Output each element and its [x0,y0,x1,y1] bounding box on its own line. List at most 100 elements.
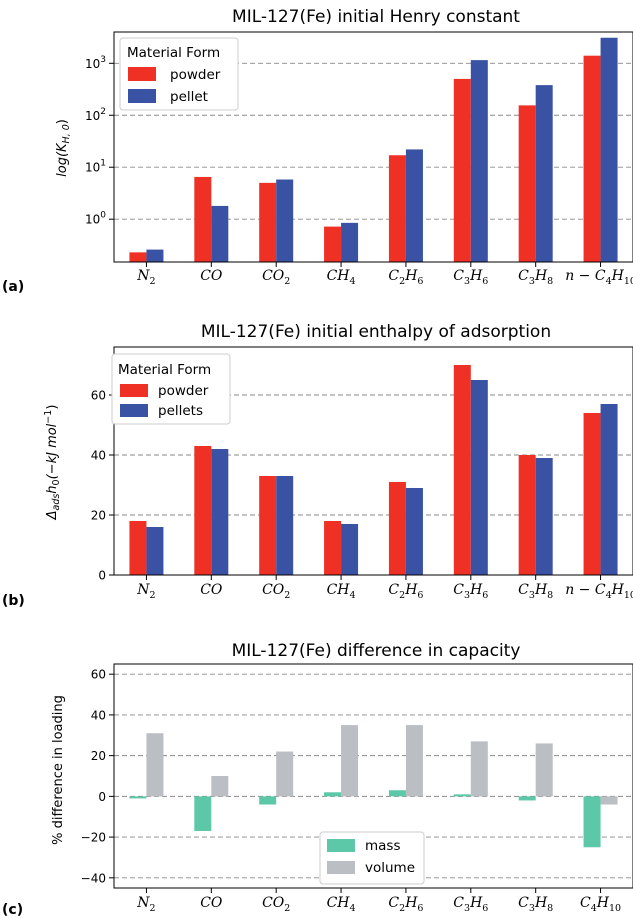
bar-powder-C3H8 [518,105,536,262]
chart-a-xticks: N2 CO CO2 CH4 C2H6 C3H6 C3H8 n − C4H10 [136,262,633,287]
chart-b-legend-label-pellets: pellets [158,403,203,419]
chart-a-legend-swatch-powder [128,67,156,81]
bar-powder-CO2 [259,182,277,262]
xtick-label-CO: CO [200,582,223,598]
bar-pellet-C2H6 [405,149,423,262]
chart-a: MIL-127(Fe) initial Henry constant 10010… [2,7,633,295]
chart-b-yticks: 0 20 40 60 [91,389,114,583]
ytick-label: 101 [85,159,106,175]
bar-mass-C3H6 [453,794,471,797]
bar-pellet-CO2 [276,179,294,262]
chart-a-legend-label-powder: powder [170,67,221,83]
bar-powder-N2 [129,521,147,575]
bar-powder-n-C4H10 [583,55,601,263]
chart-b-frame [113,346,633,576]
bar-volume-C4H10 [600,796,618,805]
bar-mass-N2 [129,796,147,799]
chart-a-panel-label: (a) [2,279,24,295]
chart-c-ylabel: % difference in loading [51,695,66,845]
chart-b-legend: Material Form powder pellets [111,353,231,425]
bar-powder-n-C4H10 [583,413,601,575]
chart-a-legend-title: Material Form [127,45,220,61]
bar-powder-CO2 [259,476,277,575]
xtick-label-CH4: CH4 [327,268,356,287]
bar-volume-C3H6 [470,741,488,797]
bar-pellets-CO [211,449,229,575]
chart-c-xticks: N2 CO CO2 CH4 C2H6 C3H6 C3H8 C4H10 [136,888,621,914]
chart-c-frame [113,663,633,889]
chart-c: MIL-127(Fe) difference in capacity −40 −2… [2,641,633,918]
ytick-label: 103 [85,55,106,71]
bar-volume-CH4 [341,725,359,797]
xtick-label-C3H6: C3H6 [453,268,488,287]
xtick-label-N2: N2 [136,895,155,914]
ytick-label: 20 [91,749,106,763]
bar-mass-CO [194,796,212,831]
chart-a-legend-swatch-pellet [128,89,156,103]
chart-b-legend-swatch-pellets [120,404,148,417]
ytick-label: 60 [91,389,106,403]
xtick-label-C3H6: C3H6 [453,895,488,914]
bar-mass-CO2 [259,796,277,805]
ytick-label: 40 [91,708,106,722]
chart-c-panel-label: (c) [2,902,23,918]
bar-volume-C3H8 [535,743,553,797]
ytick-label: 102 [85,107,106,123]
bar-mass-C4H10 [583,796,601,848]
chart-b-panel-label: (b) [2,593,25,609]
bar-pellets-n-C4H10 [600,404,618,575]
xtick-label-CO2: CO2 [262,582,290,601]
chart-a-legend: Material Form powder pellet [119,37,239,111]
bar-powder-C2H6 [388,482,406,575]
chart-c-title: MIL-127(Fe) difference in capacity [232,641,521,661]
bar-powder-CH4 [324,521,342,575]
bar-powder-CO [194,446,212,575]
xtick-label-n-C4H10: n − C4H10 [565,582,633,601]
bar-pellet-CO [211,205,229,262]
ytick-label: 0 [98,790,106,804]
chart-b-legend-label-powder: powder [158,383,209,399]
xtick-label-CH4: CH4 [327,582,356,601]
bar-powder-C2H6 [388,155,406,262]
chart-b-legend-title: Material Form [118,362,211,378]
bar-powder-C3H6 [453,365,471,575]
bar-volume-C2H6 [405,725,423,797]
bar-pellet-C3H8 [535,85,553,262]
bar-mass-C2H6 [388,790,406,797]
bar-pellets-CO2 [276,476,294,575]
ytick-label: 100 [85,211,106,227]
bar-volume-CO2 [276,751,294,797]
bar-pellets-CH4 [341,524,359,575]
chart-a-yticks: 100 101 102 103 [85,55,114,227]
chart-c-legend-swatch-mass [327,839,355,852]
chart-c-yticks: −40 −20 0 20 40 60 [81,668,114,885]
bar-powder-CH4 [324,226,342,262]
chart-b: MIL-127(Fe) initial enthalpy of adsorpti… [2,322,633,609]
xtick-label-C3H8: C3H8 [518,895,553,914]
bar-powder-C3H8 [518,455,536,575]
chart-a-ylabel: log(KH, 0) [55,119,72,177]
xtick-label-C2H6: C2H6 [388,268,423,287]
chart-b-ylabel: Δadsh0(−kJ mol−1) [43,405,62,521]
xtick-label-C3H8: C3H8 [518,268,553,287]
bar-pellet-N2 [146,249,164,262]
bar-mass-C3H8 [518,796,536,801]
ytick-label: −20 [81,831,106,845]
xtick-label-N2: N2 [136,268,155,287]
xtick-label-C3H6: C3H6 [453,582,488,601]
xtick-label-n-C4H10: n − C4H10 [565,268,633,287]
ytick-label: 20 [91,509,106,523]
ytick-label: 40 [91,449,106,463]
xtick-label-CO2: CO2 [262,268,290,287]
xtick-label-CO: CO [200,268,223,284]
xtick-label-C2H6: C2H6 [388,582,423,601]
bar-pellet-n-C4H10 [600,37,618,263]
bar-pellet-CH4 [341,222,359,262]
xtick-label-CH4: CH4 [327,895,356,914]
xtick-label-C3H8: C3H8 [518,582,553,601]
xtick-label-CO2: CO2 [262,895,290,914]
chart-c-legend-label-volume: volume [365,860,415,876]
bar-pellets-C2H6 [405,488,423,575]
chart-b-xticks: N2 CO CO2 CH4 C2H6 C3H6 C3H8 n − C4H10 [136,575,633,601]
